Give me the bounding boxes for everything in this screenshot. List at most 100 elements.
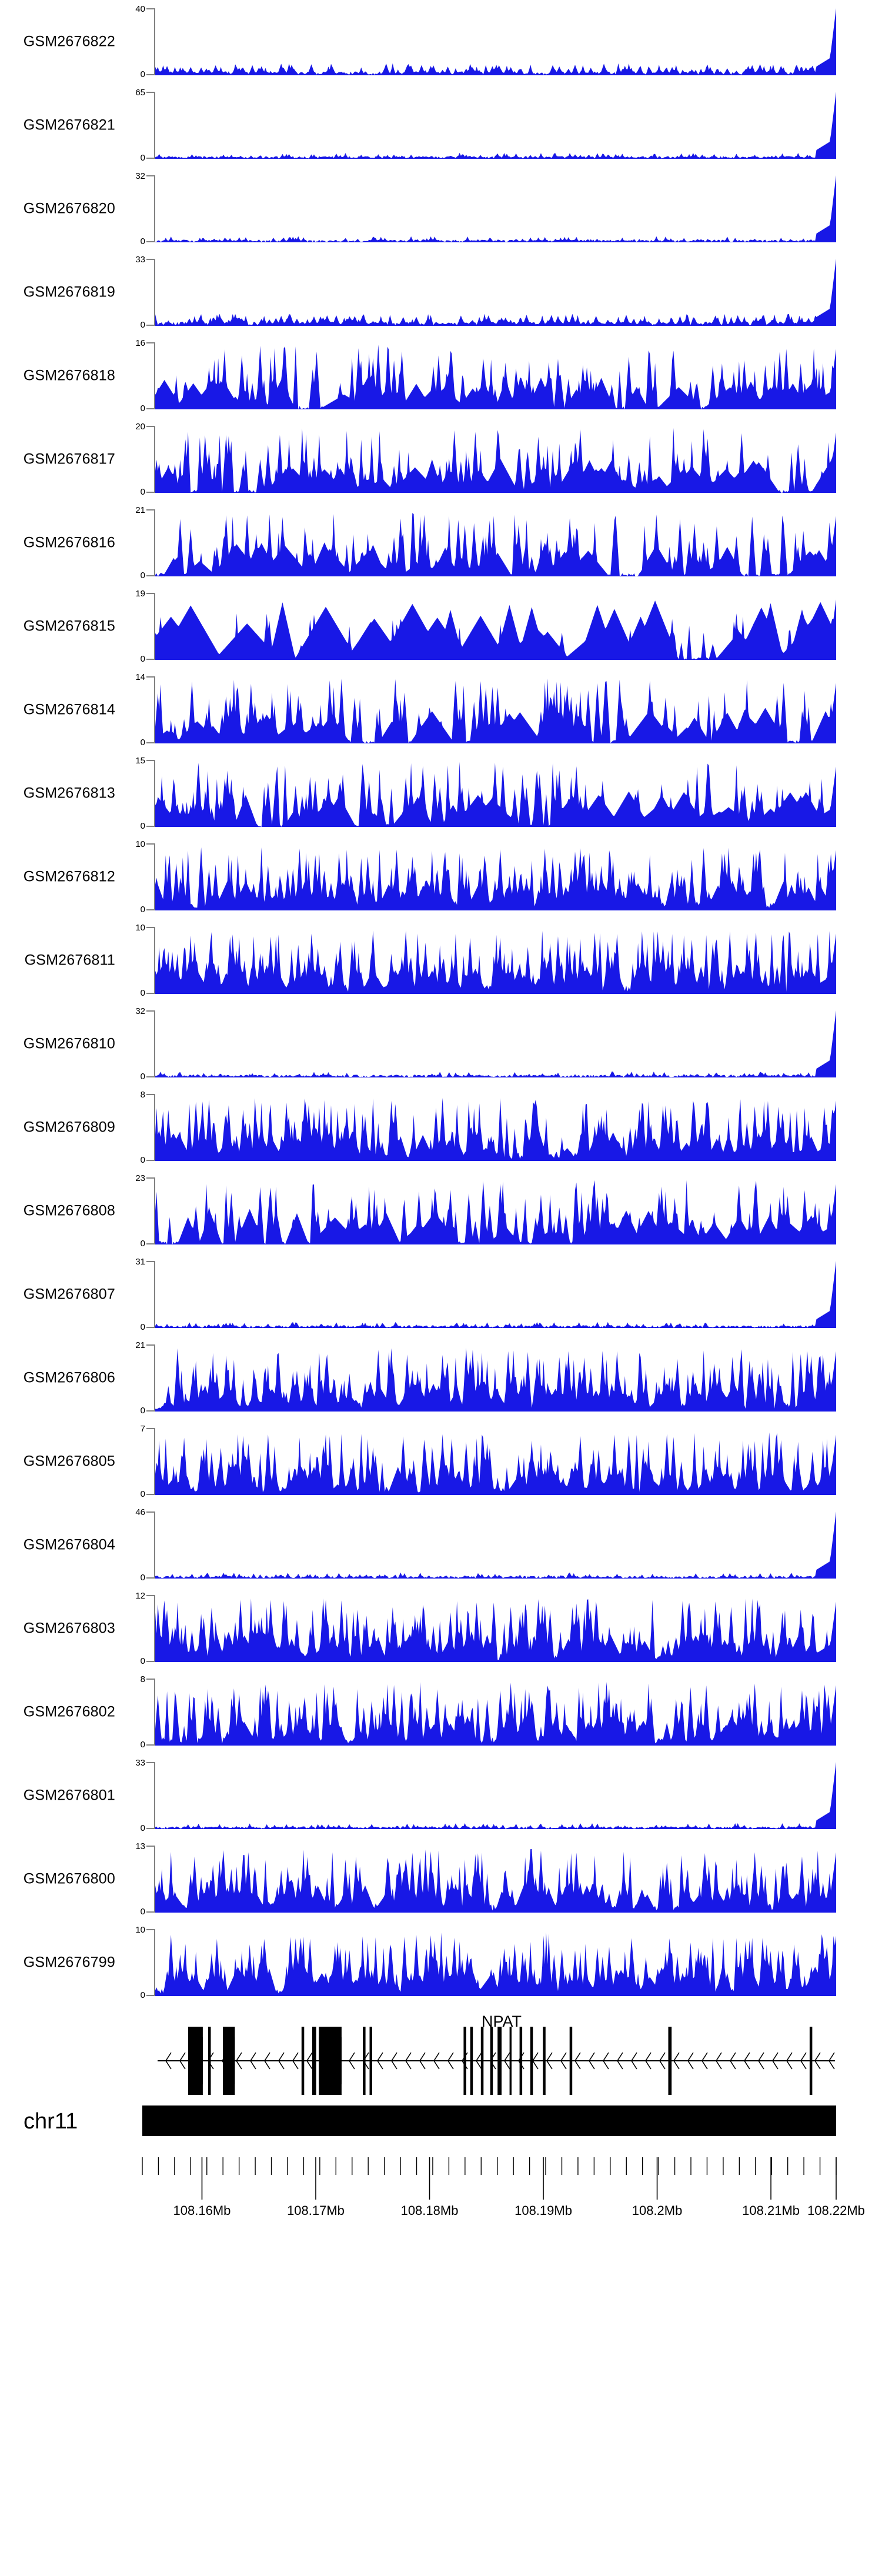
strand-arrow-icon	[264, 2052, 270, 2070]
coverage-track[interactable]: GSM2676822 40 0	[0, 0, 882, 84]
coverage-track[interactable]: GSM2676815 19 0	[0, 585, 882, 668]
coverage-track[interactable]: GSM2676802 8 0	[0, 1670, 882, 1754]
gene-exon	[569, 2027, 573, 2095]
axis-bottom-tick	[146, 1661, 154, 1662]
track-y-axis: 14 0	[135, 673, 155, 747]
coverage-track[interactable]: GSM2676814 14 0	[0, 668, 882, 752]
coverage-track[interactable]: GSM2676809 8 0	[0, 1086, 882, 1169]
track-y-axis: 32 0	[135, 1007, 155, 1081]
coverage-plot[interactable]	[155, 8, 836, 75]
coverage-plot[interactable]	[155, 1344, 836, 1412]
coverage-plot[interactable]	[155, 760, 836, 827]
axis-max-value: 32	[135, 1006, 145, 1016]
coverage-area-svg	[155, 1511, 836, 1579]
axis-top-tick	[146, 1010, 154, 1012]
axis-max-value: 8	[140, 1090, 145, 1100]
coverage-plot[interactable]	[155, 342, 836, 409]
strand-arrow-icon	[476, 2052, 482, 2070]
strand-arrow-icon	[278, 2052, 285, 2070]
coverage-plot[interactable]	[155, 1010, 836, 1077]
track-label: GSM2676807	[23, 1286, 115, 1303]
chromosome-bar-row: chr11	[0, 2098, 882, 2157]
coverage-track[interactable]: GSM2676810 32 0	[0, 1002, 882, 1086]
coverage-track[interactable]: GSM2676808 23 0	[0, 1169, 882, 1253]
track-y-axis: 40 0	[135, 5, 155, 79]
gene-exon	[312, 2027, 316, 2095]
axis-bottom-tick	[146, 1410, 154, 1412]
track-y-axis: 10 0	[135, 1926, 155, 2000]
coverage-track[interactable]: GSM2676807 31 0	[0, 1253, 882, 1336]
axis-bottom-tick	[146, 659, 154, 660]
coverage-track[interactable]: GSM2676804 46 0	[0, 1503, 882, 1587]
strand-arrow-icon	[504, 2052, 510, 2070]
coverage-plot[interactable]	[155, 92, 836, 159]
coverage-plot[interactable]	[155, 1679, 836, 1746]
axis-min-value: 0	[140, 236, 145, 246]
coverage-plot[interactable]	[155, 1511, 836, 1579]
coverage-track[interactable]: GSM2676799 10 0	[0, 1921, 882, 2004]
coverage-plot[interactable]	[155, 593, 836, 660]
coverage-track[interactable]: GSM2676803 12 0	[0, 1587, 882, 1670]
axis-min-value: 0	[140, 821, 145, 831]
coverage-track[interactable]: GSM2676811 10 0	[0, 919, 882, 1002]
coverage-track[interactable]: GSM2676818 16 0	[0, 334, 882, 418]
coverage-area-svg	[155, 1347, 836, 1412]
axis-min-value: 0	[140, 654, 145, 664]
axis-max-value: 16	[135, 338, 145, 348]
coverage-plot[interactable]	[155, 1846, 836, 1913]
chromosome-bar[interactable]	[142, 2105, 836, 2136]
coverage-area-svg	[155, 1932, 836, 1996]
coverage-plot[interactable]	[155, 1261, 836, 1328]
track-y-axis: 32 0	[135, 172, 155, 246]
coverage-track[interactable]: GSM2676816 21 0	[0, 501, 882, 585]
gene-exon-block	[319, 2037, 342, 2084]
coverage-plot[interactable]	[155, 1762, 836, 1829]
coverage-track[interactable]: GSM2676813 15 0	[0, 752, 882, 835]
axis-top-tick	[146, 676, 154, 678]
coverage-track[interactable]: GSM2676800 13 0	[0, 1837, 882, 1921]
coverage-plot[interactable]	[155, 1929, 836, 1996]
coverage-plot[interactable]	[155, 259, 836, 326]
strand-arrow-icon	[292, 2052, 299, 2070]
axis-top-tick	[146, 1846, 154, 1847]
coverage-plot[interactable]	[155, 676, 836, 743]
coverage-track[interactable]: GSM2676805 7 0	[0, 1420, 882, 1503]
coverage-plot[interactable]	[155, 1428, 836, 1495]
coverage-area-svg	[155, 428, 836, 493]
strand-arrow-icon	[179, 2052, 186, 2070]
strand-arrow-icon	[419, 2052, 426, 2070]
coverage-track[interactable]: GSM2676801 33 0	[0, 1754, 882, 1837]
coverage-area-svg	[155, 1432, 836, 1495]
coverage-plot[interactable]	[155, 1177, 836, 1244]
coverage-track[interactable]: GSM2676821 65 0	[0, 84, 882, 167]
coverage-plot[interactable]	[155, 927, 836, 994]
coverage-plot[interactable]	[155, 1595, 836, 1662]
gene-exon	[543, 2027, 546, 2095]
coverage-plot[interactable]	[155, 509, 836, 576]
coverage-plot[interactable]	[155, 175, 836, 242]
coverage-track[interactable]: GSM2676819 33 0	[0, 251, 882, 334]
coverage-track[interactable]: GSM2676820 32 0	[0, 167, 882, 251]
track-label: GSM2676822	[23, 33, 115, 50]
track-label: GSM2676817	[23, 451, 115, 468]
coverage-track[interactable]: GSM2676806 21 0	[0, 1336, 882, 1420]
track-label: GSM2676812	[23, 868, 115, 885]
coverage-plot[interactable]	[155, 843, 836, 910]
axis-top-tick	[146, 927, 154, 928]
coverage-track[interactable]: GSM2676817 20 0	[0, 418, 882, 501]
strand-arrow-icon	[772, 2052, 779, 2070]
coverage-plot[interactable]	[155, 426, 836, 493]
track-label: GSM2676820	[23, 200, 115, 217]
strand-arrow-icon	[828, 2052, 835, 2070]
chromosome-label: chr11	[24, 2109, 78, 2134]
gene-annotation-track[interactable]: NPAT	[0, 2004, 882, 2098]
gene-model-svg[interactable]	[0, 2004, 882, 2098]
axis-top-tick	[146, 1762, 154, 1763]
coverage-plot[interactable]	[155, 1094, 836, 1161]
strand-arrow-icon	[165, 2052, 172, 2070]
coverage-track[interactable]: GSM2676812 10 0	[0, 835, 882, 919]
axis-min-value: 0	[140, 1072, 145, 1082]
track-y-axis: 10 0	[135, 840, 155, 914]
